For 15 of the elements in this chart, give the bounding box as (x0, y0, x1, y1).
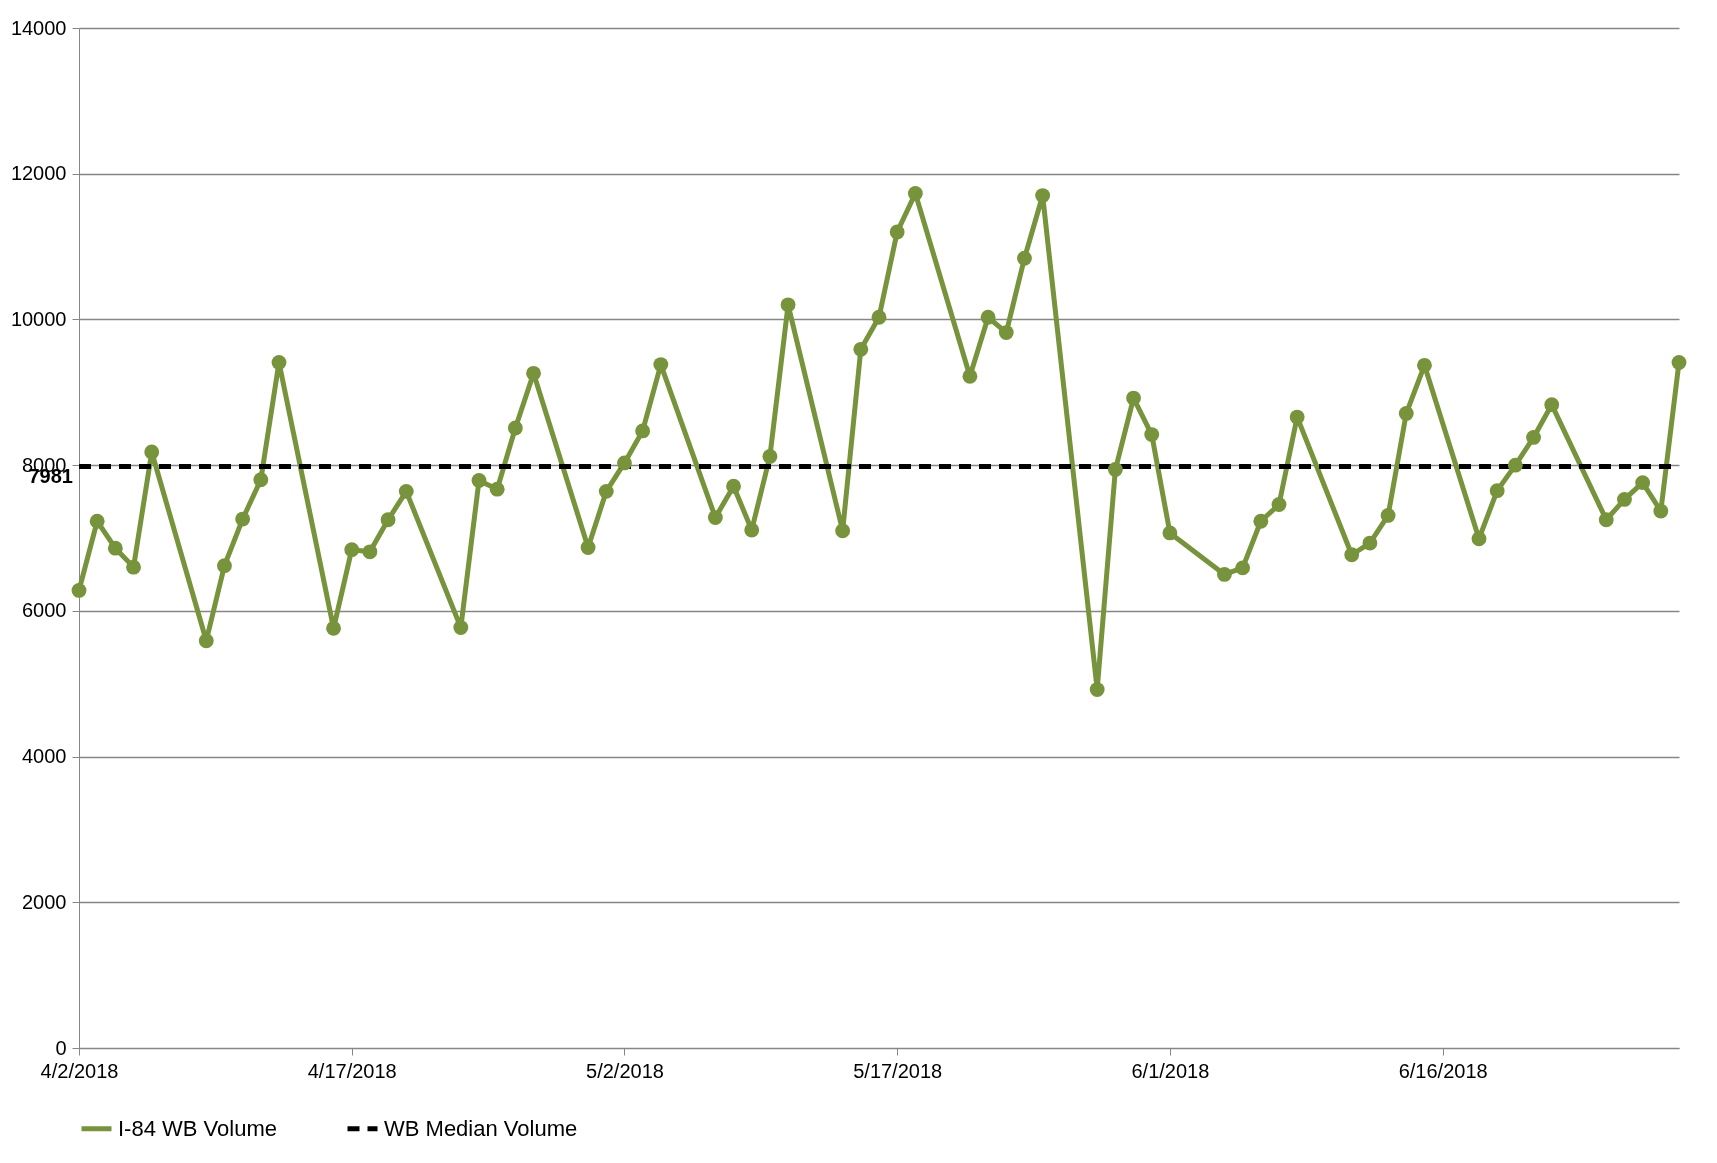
x-tick-label: 5/17/2018 (853, 1059, 943, 1082)
y-tick-label: 0 (55, 1036, 67, 1059)
x-tick-label: 6/1/2018 (1131, 1059, 1210, 1082)
x-tick-label: 4/2/2018 (40, 1059, 119, 1082)
legend-label: WB Median Volume (384, 1115, 578, 1141)
y-tick-label: 2000 (22, 890, 67, 913)
x-tick-label: 5/2/2018 (586, 1059, 664, 1082)
x-tick-label: 6/16/2018 (1398, 1059, 1488, 1082)
x-tick-label: 4/17/2018 (307, 1059, 397, 1082)
y-tick-label: 4000 (22, 745, 67, 768)
y-tick-label: 14000 (10, 16, 67, 39)
y-tick-label: 6000 (22, 599, 67, 622)
y-tick-label: 12000 (10, 162, 67, 185)
y-tick-label: 10000 (10, 307, 67, 330)
legend-label: I-84 WB Volume (118, 1115, 277, 1141)
